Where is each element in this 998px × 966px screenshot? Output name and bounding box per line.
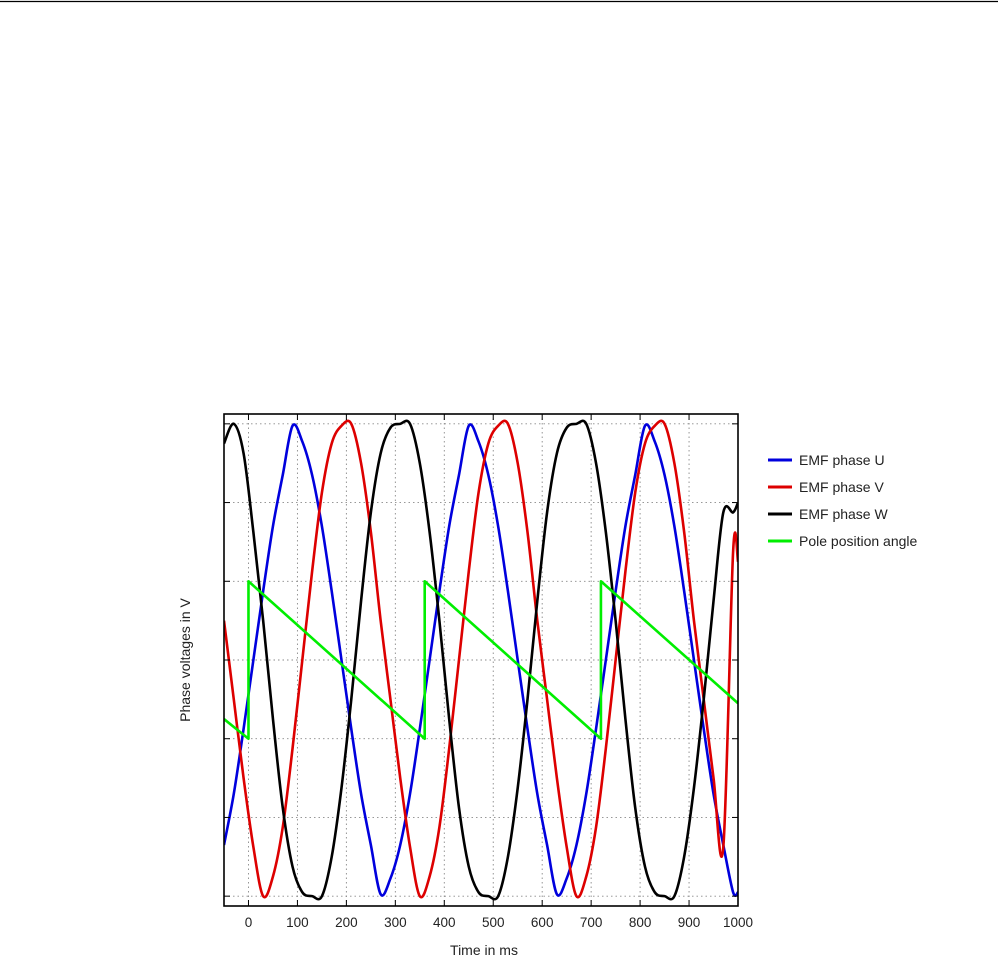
legend-item-emf-phase-v: EMF phase V (768, 479, 884, 495)
tick-layer: 0 100 200 300 400 500 600 700 800 900 1000 (224, 414, 753, 930)
legend: EMF phase U EMF phase V EMF phase W Pole… (768, 452, 918, 549)
x-tick-label: 100 (286, 915, 309, 930)
legend-label-pole-position-angle: Pole position angle (799, 533, 918, 549)
x-tick-label: 1000 (723, 915, 753, 930)
x-tick-label: 600 (531, 915, 554, 930)
x-tick-label: 0 (245, 915, 253, 930)
legend-label-emf-phase-u: EMF phase U (799, 452, 885, 468)
x-tick-label: 800 (629, 915, 652, 930)
legend-item-emf-phase-w: EMF phase W (768, 506, 888, 522)
x-tick-label: 700 (580, 915, 603, 930)
x-tick-label: 900 (678, 915, 701, 930)
x-tick-label: 200 (335, 915, 358, 930)
legend-item-pole-position-angle: Pole position angle (768, 533, 918, 549)
legend-label-emf-phase-w: EMF phase W (799, 506, 888, 522)
x-tick-label: 500 (482, 915, 505, 930)
legend-item-emf-phase-u: EMF phase U (768, 452, 885, 468)
y-axis-title: Phase voltages in V (177, 597, 193, 721)
series-line-pole-position-angle (224, 579, 738, 741)
series-line-emf-phase-w (224, 419, 738, 901)
legend-label-emf-phase-v: EMF phase V (799, 479, 884, 495)
series-line-emf-phase-v (224, 419, 738, 899)
x-tick-label: 300 (384, 915, 407, 930)
x-axis-title: Time in ms (450, 942, 518, 958)
series-line-emf-phase-u (224, 423, 738, 897)
series-layer (224, 419, 738, 901)
x-tick-label: 400 (433, 915, 456, 930)
